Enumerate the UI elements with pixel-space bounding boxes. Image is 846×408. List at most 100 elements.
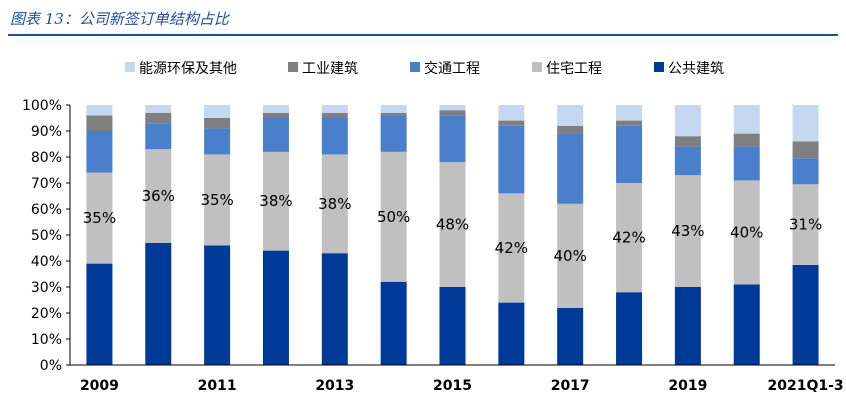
- y-tick-label: 10%: [31, 332, 62, 348]
- data-label: 36%: [142, 187, 175, 205]
- bar-segment: [439, 115, 466, 163]
- bar-segment: [557, 125, 584, 134]
- bar-segment: [321, 118, 348, 155]
- bar-segment: [733, 284, 760, 365]
- title-rule: [8, 34, 838, 36]
- bar-segment: [674, 146, 701, 176]
- y-axis: 0% 10% 20% 30% 40% 50% 60% 70% 80% 90% 100%: [22, 98, 71, 374]
- figure-title: 图表 13：公司新签订单结构占比: [10, 10, 229, 28]
- bar-segment: [498, 120, 525, 126]
- legend-label: 交通工程: [424, 60, 480, 77]
- data-label: 42%: [495, 239, 528, 257]
- x-tick-label: 2013: [315, 378, 354, 394]
- legend-label: 公共建筑: [668, 61, 724, 77]
- y-tick-label: 100%: [22, 98, 62, 114]
- chart-legend: 能源环保及其他 工业建筑 交通工程 住宅工程 公共建筑: [125, 60, 724, 77]
- bar-segment: [380, 281, 407, 365]
- y-tick-label: 80%: [31, 150, 62, 166]
- bar-segment: [616, 105, 643, 121]
- bar-segment: [498, 302, 525, 365]
- bar-segment: [204, 245, 231, 365]
- y-tick-label: 40%: [31, 254, 62, 270]
- legend-swatch: [654, 62, 664, 72]
- bar-segment: [262, 105, 289, 113]
- data-labels: 35% 36% 35% 38% 38% 50% 48% 42% 40% 42% 43% 40% 31%: [83, 187, 822, 265]
- x-tick-label: 2009: [80, 378, 119, 394]
- bar-segment: [262, 151, 289, 251]
- bar-segment: [145, 123, 172, 150]
- data-label: 38%: [259, 192, 292, 210]
- data-label: 42%: [612, 229, 645, 247]
- data-label: 40%: [554, 247, 587, 265]
- bar-segment: [86, 131, 113, 173]
- bar-segment: [792, 184, 819, 265]
- bar-segment: [439, 287, 466, 365]
- bar-segment: [86, 115, 113, 131]
- bar-segment: [86, 105, 113, 116]
- legend-swatch: [125, 62, 135, 72]
- bar-segment: [262, 250, 289, 365]
- data-label: 50%: [377, 208, 410, 226]
- bar-segment: [380, 112, 407, 116]
- y-tick-label: 90%: [31, 124, 62, 140]
- bar-segment: [616, 183, 643, 293]
- y-tick-label: 30%: [31, 280, 62, 296]
- bar-segment: [616, 125, 643, 183]
- bar-segment: [733, 133, 760, 147]
- x-tick-label: 2021Q1-3: [767, 378, 843, 394]
- legend-swatch: [532, 62, 542, 72]
- bar-segment: [733, 105, 760, 134]
- bar-segment: [86, 263, 113, 365]
- data-label: 35%: [200, 191, 233, 209]
- bar-segment: [380, 105, 407, 113]
- bar-segment: [204, 154, 231, 246]
- bar-segment: [321, 154, 348, 254]
- y-tick-label: 0%: [40, 358, 62, 374]
- bar-segment: [380, 115, 407, 152]
- bar-segment: [204, 118, 231, 129]
- bar-segment: [674, 105, 701, 137]
- x-tick-label: 2019: [668, 378, 707, 394]
- bar-segment: [439, 162, 466, 287]
- bar-segment: [498, 193, 525, 303]
- bar-segment: [557, 203, 584, 308]
- bar-segment: [439, 105, 466, 111]
- bar-segment: [321, 105, 348, 113]
- bar-segment: [792, 158, 819, 185]
- y-tick-label: 50%: [31, 228, 62, 244]
- data-label: 43%: [671, 222, 704, 240]
- bar-segment: [262, 112, 289, 118]
- bar-segment: [439, 110, 466, 116]
- legend-swatch: [410, 62, 420, 72]
- x-tick-label: 2011: [198, 378, 237, 394]
- bar-segment: [674, 136, 701, 147]
- data-label: 35%: [83, 209, 116, 227]
- bar-segment: [792, 105, 819, 142]
- bar-segment: [674, 175, 701, 287]
- bars: [86, 105, 819, 365]
- bar-segment: [792, 141, 819, 159]
- bar-segment: [557, 133, 584, 204]
- bar-segment: [262, 118, 289, 152]
- bar-segment: [86, 172, 113, 264]
- legend-label: 工业建筑: [302, 61, 358, 77]
- bar-segment: [733, 180, 760, 285]
- bar-segment: [145, 242, 172, 365]
- data-label: 38%: [318, 195, 351, 213]
- bar-segment: [498, 105, 525, 121]
- data-label: 40%: [730, 223, 763, 241]
- bar-segment: [498, 125, 525, 194]
- bar-segment: [380, 151, 407, 282]
- bar-segment: [733, 146, 760, 181]
- data-label: 48%: [436, 216, 469, 234]
- data-label: 31%: [789, 216, 822, 234]
- y-tick-label: 20%: [31, 306, 62, 322]
- bar-segment: [616, 292, 643, 365]
- x-axis: 2009 2011 2013 2015 2017 2019 2021Q1-3: [70, 364, 844, 394]
- bar-segment: [321, 253, 348, 365]
- bar-segment: [204, 128, 231, 155]
- bar-segment: [616, 120, 643, 126]
- bar-segment: [792, 264, 819, 365]
- bar-segment: [674, 287, 701, 365]
